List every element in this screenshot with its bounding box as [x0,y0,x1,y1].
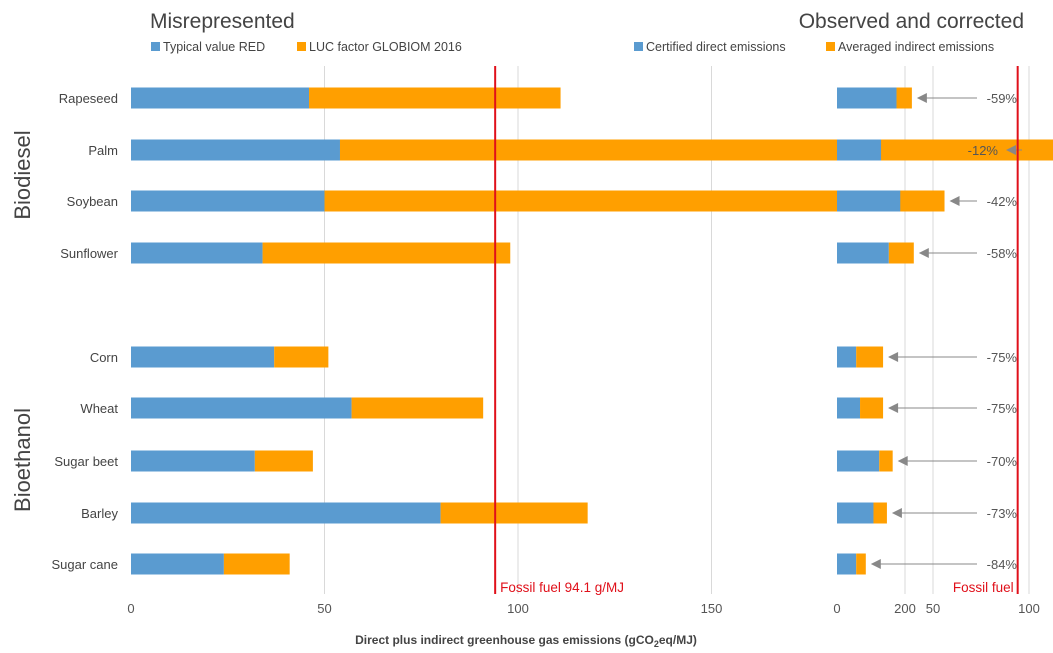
group-label-biodiesel: Biodiesel [10,130,35,219]
right-bar-indirect [879,450,893,472]
left-bar-direct [131,450,255,472]
left-bar-indirect [351,397,484,419]
left-legend: Typical value RED LUC factor GLOBIOM 201… [151,40,462,54]
left-fossil-fuel-label: Fossil fuel 94.1 g/MJ [500,580,624,595]
right-bar-direct [837,139,882,161]
percent-change-label: -12% [968,143,999,158]
percent-change-label: -42% [987,194,1018,209]
legend-swatch-typical [151,42,160,51]
right-bar-direct [837,242,889,264]
legend-swatch-averaged [826,42,835,51]
right-bar-direct [837,450,880,472]
right-bar-indirect [896,87,912,109]
right-x-tick-label: 0 [833,601,840,616]
legend-label-typical: Typical value RED [163,40,265,54]
right-legend: Certified direct emissions Averaged indi… [634,40,994,54]
category-label: Sugar cane [52,557,119,572]
right-bar-indirect [900,190,945,212]
right-bar-indirect [856,553,866,575]
annotation-arrowhead [888,403,899,413]
right-bar-direct [837,397,861,419]
right-bar-direct [837,502,874,524]
left-bar-indirect [262,242,511,264]
left-bar-indirect [223,553,290,575]
right-bar-indirect [860,397,884,419]
x-axis-label: Direct plus indirect greenhouse gas emis… [355,633,697,649]
category-label: Sugar beet [54,454,118,469]
right-bar-indirect [856,346,884,368]
legend-swatch-certified [634,42,643,51]
legend-swatch-luc [297,42,306,51]
left-bar-direct [131,346,275,368]
left-x-tick-label: 200 [894,601,916,616]
category-label: Corn [90,350,118,365]
percent-change-label: -84% [987,557,1018,572]
annotation-arrowhead [870,559,881,569]
right-bar-direct [837,553,857,575]
percent-change-label: -75% [987,350,1018,365]
annotation-arrowhead [888,352,899,362]
left-bar-indirect [254,450,313,472]
right-bar-direct [837,87,897,109]
right-bar-indirect [888,242,914,264]
category-label: Rapeseed [59,91,118,106]
right-x-tick-label: 100 [1018,601,1040,616]
left-bar-indirect [309,87,561,109]
annotation-arrowhead [949,196,960,206]
left-bar-direct [131,502,441,524]
category-label: Sunflower [60,246,118,261]
left-chart-title: Misrepresented [150,10,295,33]
left-x-tick-label: 100 [507,601,529,616]
bars-layer: Rapeseed Palm Soybean Sunflower Corn Wheat Sug… [52,87,1053,575]
category-label: Wheat [80,401,118,416]
category-label: Palm [88,143,118,158]
legend-label-averaged: Averaged indirect emissions [838,40,994,54]
left-bar-indirect [274,346,329,368]
left-bar-direct [131,190,325,212]
right-chart-title: Observed and corrected [799,10,1024,33]
percent-change-label: -75% [987,401,1018,416]
percent-change-label: -58% [987,246,1018,261]
right-x-tick-label: 50 [926,601,940,616]
annotation-arrowhead [918,248,929,258]
category-label: Barley [81,506,118,521]
left-bar-indirect [324,190,905,212]
percent-change-label: -73% [987,506,1018,521]
right-bar-direct [837,346,857,368]
left-x-tick-label: 50 [317,601,331,616]
left-x-tick-label: 150 [701,601,723,616]
left-bar-direct [131,139,340,161]
left-bar-direct [131,397,352,419]
fossil-layer: Fossil fuel 94.1 g/MJ Fossil fuel [494,66,1019,595]
annotation-arrowhead [897,456,908,466]
left-bar-direct [131,87,310,109]
annotation-arrowhead [1006,145,1016,155]
left-x-tick-label: 0 [127,601,134,616]
group-label-bioethanol: Bioethanol [10,408,35,512]
right-fossil-fuel-label: Fossil fuel [953,580,1014,595]
annotation-arrowhead [891,508,902,518]
legend-label-certified: Certified direct emissions [646,40,786,54]
percent-change-label: -59% [987,91,1018,106]
legend-label-luc: LUC factor GLOBIOM 2016 [309,40,462,54]
percent-change-label: -70% [987,454,1018,469]
category-label: Soybean [67,194,118,209]
left-bar-direct [131,553,224,575]
right-bar-indirect [873,502,887,524]
right-bar-indirect [881,139,999,161]
right-bar-direct [837,190,901,212]
annotation-arrowhead [916,93,927,103]
left-bar-indirect [440,502,588,524]
left-bar-direct [131,242,263,264]
